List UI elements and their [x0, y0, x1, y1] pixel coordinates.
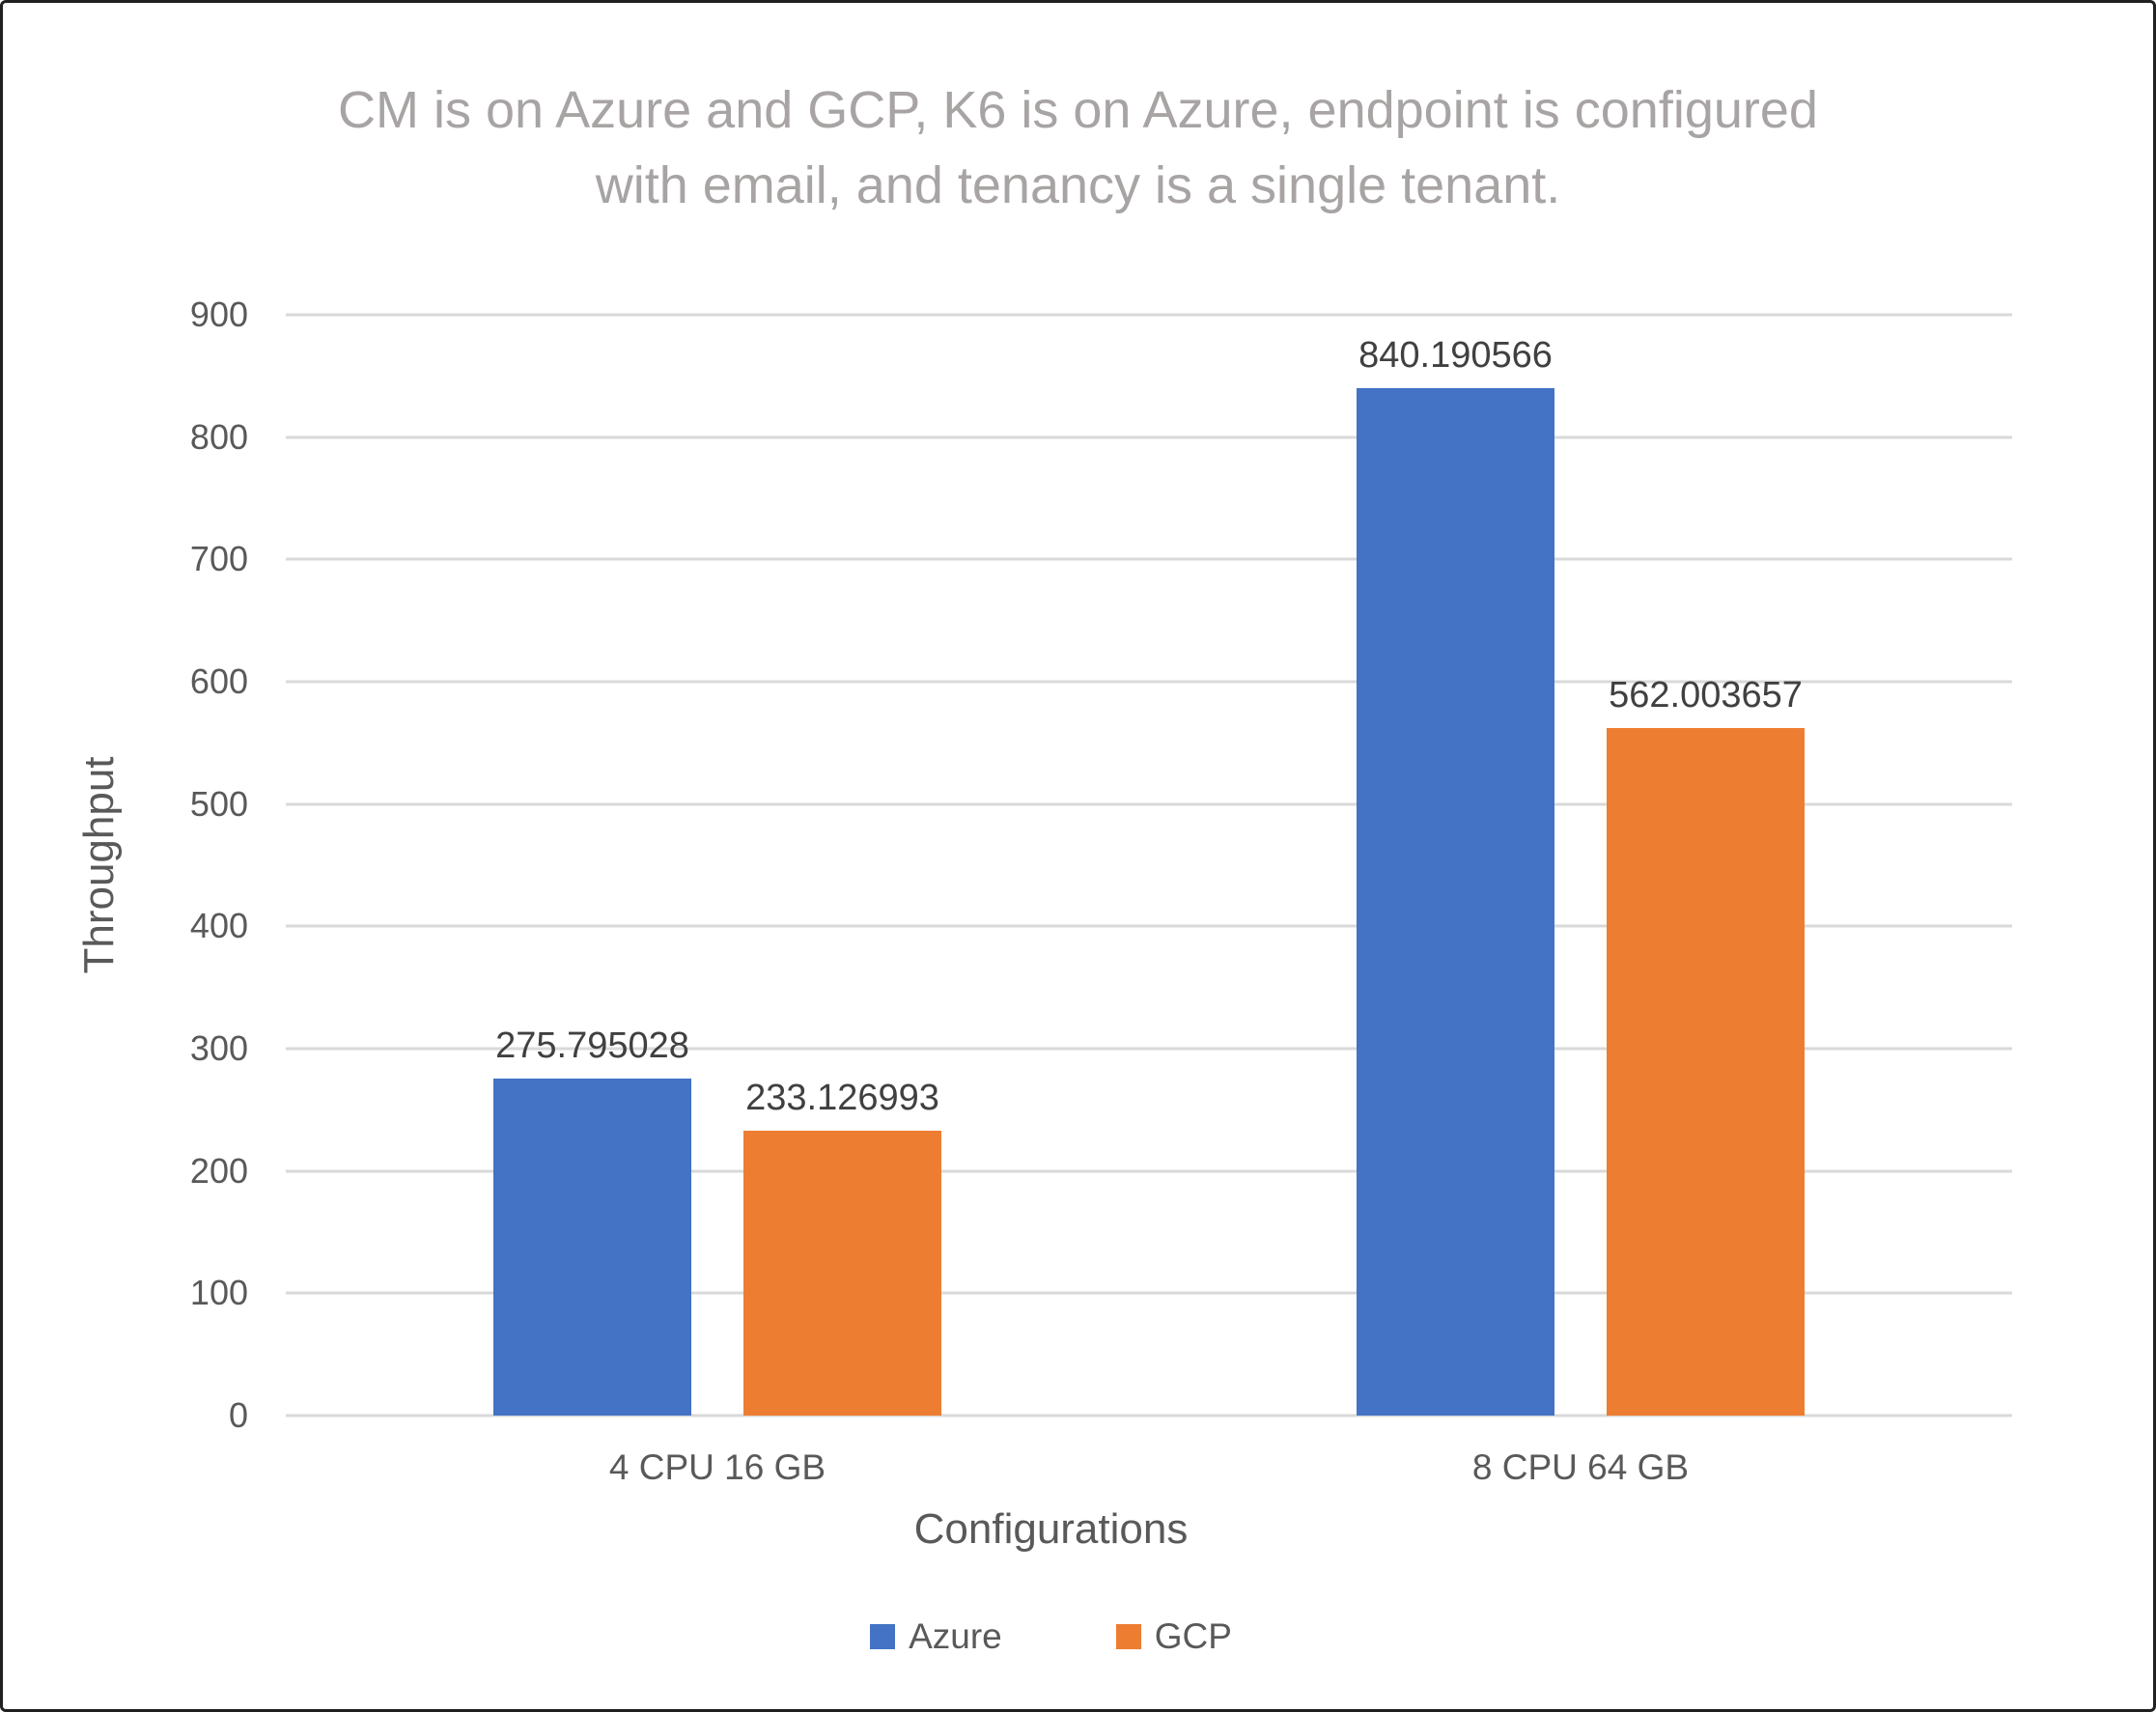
x-axis-title: Configurations	[913, 1505, 1189, 1553]
category-label-8cpu64gb: 8 CPU 64 GB	[1471, 1447, 1690, 1487]
category-label-4cpu16gb: 4 CPU 16 GB	[608, 1447, 826, 1487]
y-tick-label-800: 800	[189, 416, 248, 457]
legend-swatch-gcp	[1115, 1624, 1141, 1649]
gridlines	[286, 313, 2012, 1417]
y-tick-label-0: 0	[228, 1395, 248, 1435]
gridline-0	[286, 1414, 2012, 1417]
bar-group-0: 275.795028 233.126993	[286, 315, 1149, 1416]
legend: Azure GCP	[3, 1614, 2126, 1660]
bars-layer: 275.795028 233.126993 840.190566 562.003657	[286, 315, 2012, 1416]
bar-gcp-0: 233.126993	[743, 1078, 941, 1416]
data-label-gcp-1: 562.003657	[1609, 675, 1803, 716]
plot-area: 275.795028 233.126993 840.190566 562.003657	[286, 313, 2012, 1417]
bar-azure-0: 275.795028	[493, 1025, 691, 1416]
legend-item-gcp: GCP	[1115, 1616, 1232, 1657]
data-label-azure-1: 840.190566	[1358, 334, 1553, 376]
gridline-300	[286, 1047, 2012, 1051]
chart-title: CM is on Azure and GCP, K6 is on Azure, …	[3, 72, 2153, 223]
gridline-500	[286, 802, 2012, 806]
y-tick-label-300: 300	[189, 1028, 248, 1068]
bar-group-1: 840.190566 562.003657	[1149, 315, 2012, 1416]
data-label-gcp-0: 233.126993	[745, 1077, 939, 1118]
chart-title-line-2: with email, and tenancy is a single tena…	[595, 156, 1561, 214]
legend-label-gcp: GCP	[1154, 1616, 1232, 1656]
gridline-400	[286, 924, 2012, 928]
y-tick-label-100: 100	[189, 1273, 248, 1313]
bar-gcp-1: 562.003657	[1607, 675, 1805, 1416]
y-tick-label-900: 900	[189, 295, 248, 334]
y-tick-label-700: 700	[189, 539, 248, 579]
x-category-labels: 4 CPU 16 GB 8 CPU 64 GB	[286, 1447, 2012, 1488]
legend-swatch-azure	[870, 1624, 896, 1649]
y-tick-label-400: 400	[189, 906, 248, 946]
gridline-800	[286, 435, 2012, 439]
y-tick-label-500: 500	[189, 783, 248, 824]
gridline-100	[286, 1291, 2012, 1295]
legend-label-azure: Azure	[909, 1616, 1002, 1656]
gridline-700	[286, 557, 2012, 561]
gridline-200	[286, 1169, 2012, 1173]
y-tick-label-200: 200	[189, 1150, 248, 1191]
data-label-azure-0: 275.795028	[495, 1024, 689, 1066]
y-axis-labels: 0 100 200 300 400 500 600 700 800 900	[3, 297, 248, 1433]
legend-item-azure: Azure	[870, 1616, 1002, 1657]
gridline-600	[286, 680, 2012, 684]
gridline-900	[286, 313, 2012, 317]
chart-title-line-1: CM is on Azure and GCP, K6 is on Azure, …	[338, 81, 1818, 139]
y-tick-label-600: 600	[189, 661, 248, 701]
bar-azure-1: 840.190566	[1357, 335, 1554, 1416]
